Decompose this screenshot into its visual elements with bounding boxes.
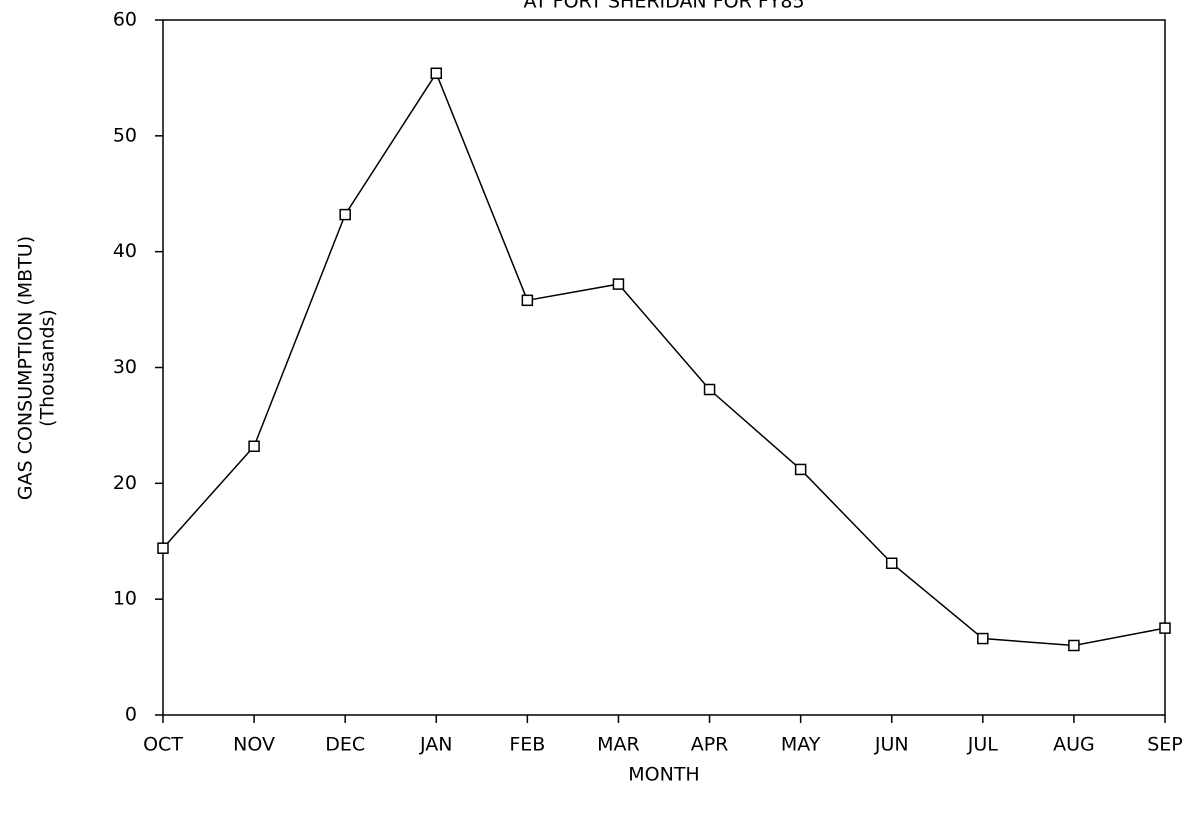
data-point [430, 67, 443, 80]
plot-frame [162, 19, 1166, 716]
y-axis-label: GAS CONSUMPTION (MBTU) [15, 236, 37, 500]
data-point [1068, 639, 1080, 652]
data-point [612, 278, 625, 290]
x-tick-label: OCT [143, 734, 183, 756]
y-tick-label: 40 [113, 240, 137, 262]
x-axis-label: MONTH [628, 764, 699, 786]
y-tick-label: 10 [113, 588, 137, 610]
x-tick-label: APR [691, 734, 729, 756]
y-tick-label: 30 [113, 356, 137, 378]
x-tick-label: DEC [325, 734, 365, 756]
y-axis-sublabel: (Thousands) [37, 309, 59, 427]
data-point [339, 208, 351, 221]
x-tick-label: SEP [1147, 734, 1183, 756]
y-tick-label: 50 [113, 124, 137, 146]
data-point [977, 632, 989, 645]
data-point [157, 542, 169, 554]
chart-title: AT FORT SHERIDAN FOR FY85 [523, 0, 804, 13]
data-point [794, 463, 807, 476]
y-tick-label: 20 [113, 472, 137, 494]
x-tick-label: AUG [1053, 734, 1095, 756]
y-tick-label: 0 [125, 704, 137, 726]
x-tick-label: JUN [874, 734, 909, 756]
x-tick-label: JUL [967, 734, 999, 756]
x-tick-label: JAN [419, 734, 452, 756]
data-point [885, 557, 898, 570]
data-point [248, 440, 260, 453]
x-tick-label: FEB [509, 734, 545, 756]
x-tick-label: NOV [233, 734, 275, 756]
x-tick-label: MAY [781, 734, 821, 756]
data-point [703, 383, 716, 396]
data-point [521, 294, 534, 307]
y-tick-label: 60 [113, 9, 137, 31]
data-line [162, 71, 1166, 647]
x-tick-label: MAR [597, 734, 640, 756]
data-point [1159, 622, 1171, 634]
